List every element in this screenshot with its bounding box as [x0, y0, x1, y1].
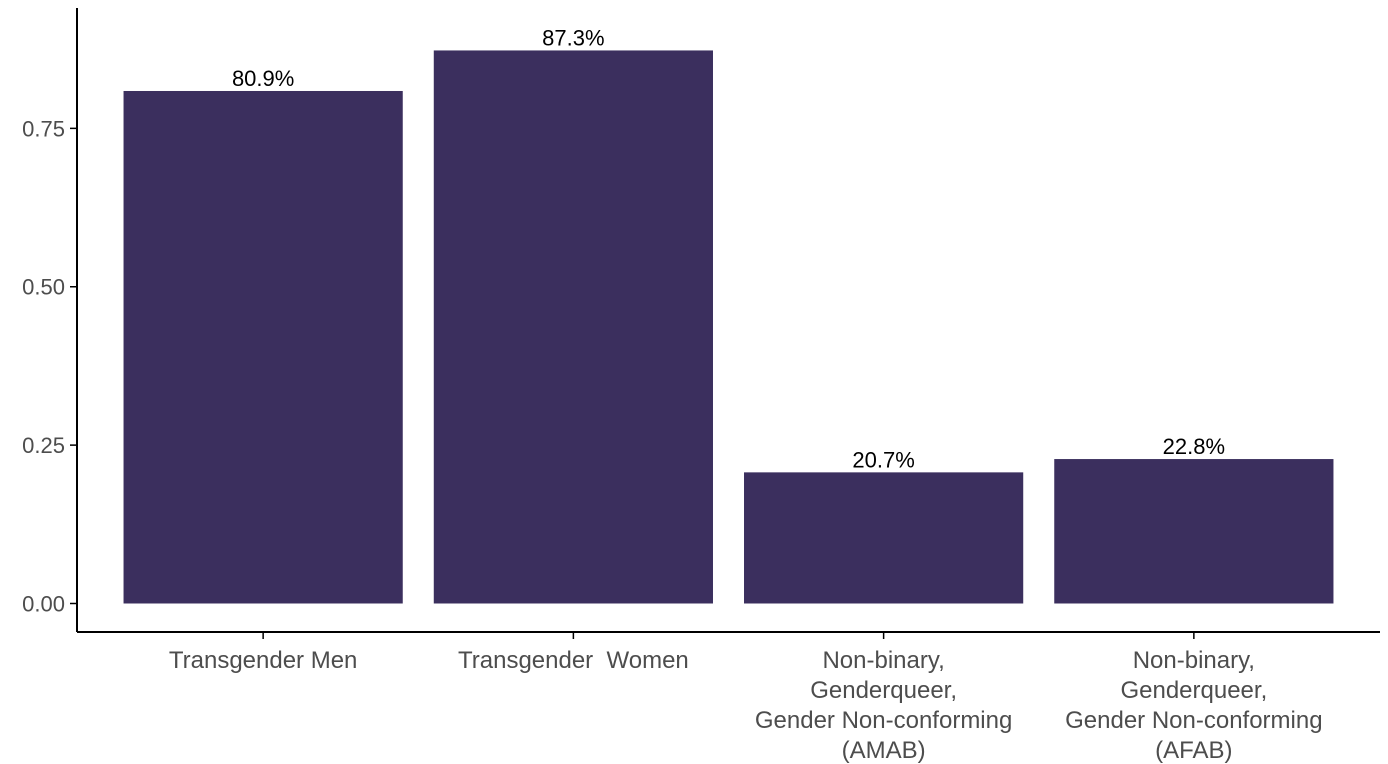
y-tick-label: 0.75 — [22, 116, 65, 141]
bar — [744, 472, 1024, 604]
x-tick-label: Genderqueer, — [810, 677, 957, 704]
bar — [123, 90, 403, 604]
data-label: 22.8% — [1163, 434, 1225, 459]
x-tick-label: Non-binary, — [822, 647, 944, 674]
data-label: 87.3% — [542, 25, 604, 50]
bars-layer — [123, 50, 1334, 604]
y-tick-label: 0.00 — [22, 591, 65, 616]
bar — [1054, 459, 1334, 604]
x-tick-label: Gender Non-conforming — [1065, 707, 1322, 734]
axes-layer: 0.00 0.25 0.50 0.75 — [22, 8, 1380, 639]
x-tick-label: (AMAB) — [842, 737, 926, 764]
x-tick-label: (AFAB) — [1155, 737, 1232, 764]
bar — [433, 50, 713, 604]
x-tick-label: Transgender Men — [169, 647, 358, 674]
x-tick-label: Non-binary, — [1133, 647, 1255, 674]
y-tick-label: 0.25 — [22, 433, 65, 458]
data-label: 20.7% — [852, 447, 914, 472]
x-tick-label: Genderqueer, — [1120, 677, 1267, 704]
data-labels-layer: 80.9% Transgender Men 87.3% Transgender Wom… — [169, 25, 1323, 764]
x-tick-label: Transgender Women — [458, 647, 689, 674]
data-label: 80.9% — [232, 66, 294, 91]
y-tick-label: 0.50 — [22, 275, 65, 300]
x-tick-label: Gender Non-conforming — [755, 707, 1012, 734]
